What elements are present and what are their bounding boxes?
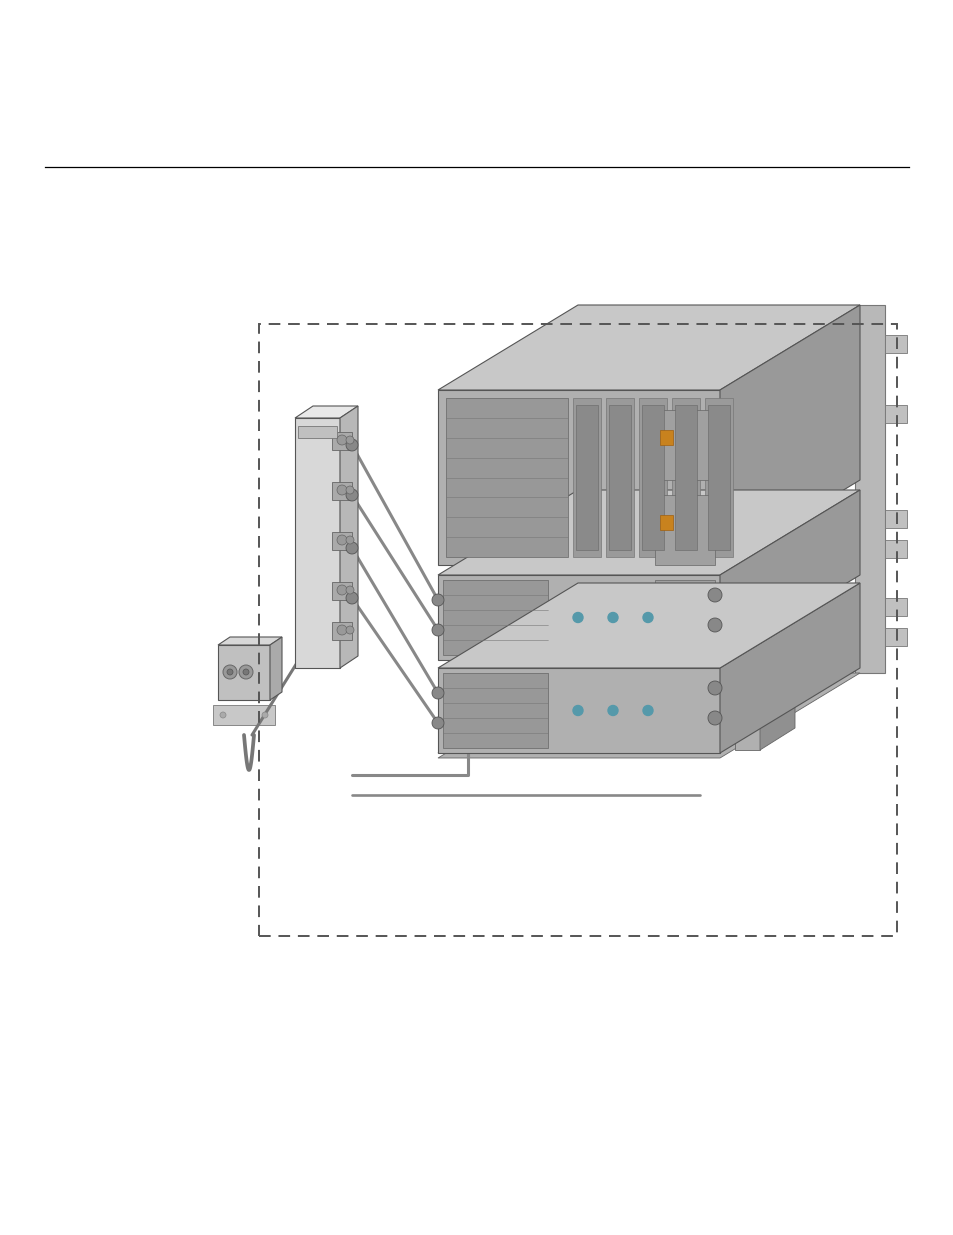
Circle shape	[607, 705, 618, 715]
Polygon shape	[884, 405, 906, 424]
Polygon shape	[720, 305, 859, 564]
Polygon shape	[446, 398, 567, 557]
Polygon shape	[734, 564, 760, 750]
Polygon shape	[884, 335, 906, 353]
Polygon shape	[760, 543, 794, 750]
Polygon shape	[605, 398, 634, 557]
Polygon shape	[332, 582, 352, 600]
Polygon shape	[576, 405, 598, 550]
Polygon shape	[332, 622, 352, 640]
Circle shape	[707, 711, 721, 725]
Polygon shape	[437, 673, 859, 758]
Polygon shape	[720, 490, 859, 659]
Circle shape	[346, 489, 357, 501]
Circle shape	[573, 705, 582, 715]
Polygon shape	[442, 580, 547, 655]
Circle shape	[346, 585, 354, 594]
Circle shape	[262, 713, 268, 718]
Circle shape	[346, 438, 357, 451]
Circle shape	[336, 535, 347, 545]
Circle shape	[346, 436, 354, 445]
Circle shape	[432, 624, 443, 636]
Polygon shape	[437, 576, 720, 659]
Polygon shape	[332, 482, 352, 500]
Circle shape	[432, 687, 443, 699]
Polygon shape	[297, 426, 336, 438]
Polygon shape	[213, 705, 274, 725]
Polygon shape	[294, 406, 357, 417]
Circle shape	[243, 669, 249, 676]
Circle shape	[346, 592, 357, 604]
Circle shape	[336, 585, 347, 595]
Polygon shape	[218, 645, 270, 700]
Polygon shape	[655, 618, 714, 648]
Polygon shape	[707, 405, 729, 550]
Polygon shape	[437, 305, 859, 390]
Polygon shape	[608, 405, 630, 550]
Circle shape	[336, 435, 347, 445]
Polygon shape	[655, 410, 714, 480]
Polygon shape	[704, 398, 732, 557]
Circle shape	[227, 669, 233, 676]
Polygon shape	[884, 540, 906, 558]
Circle shape	[346, 487, 354, 494]
Circle shape	[432, 718, 443, 729]
Polygon shape	[655, 580, 714, 610]
Polygon shape	[437, 583, 859, 668]
Polygon shape	[332, 532, 352, 550]
Circle shape	[336, 625, 347, 635]
Circle shape	[239, 664, 253, 679]
Polygon shape	[720, 583, 859, 753]
Polygon shape	[332, 432, 352, 450]
Circle shape	[336, 485, 347, 495]
Polygon shape	[639, 398, 666, 557]
Polygon shape	[641, 405, 663, 550]
Polygon shape	[339, 406, 357, 668]
Polygon shape	[442, 673, 547, 748]
Bar	[259, 324, 896, 936]
Circle shape	[607, 613, 618, 622]
Polygon shape	[659, 430, 672, 445]
Polygon shape	[884, 510, 906, 529]
Polygon shape	[675, 405, 697, 550]
Circle shape	[432, 594, 443, 606]
Polygon shape	[655, 495, 714, 564]
Polygon shape	[437, 668, 859, 753]
Circle shape	[642, 613, 652, 622]
Circle shape	[707, 618, 721, 632]
Polygon shape	[270, 637, 282, 700]
Circle shape	[346, 536, 354, 543]
Circle shape	[220, 713, 226, 718]
Polygon shape	[671, 398, 700, 557]
Polygon shape	[854, 305, 884, 673]
Polygon shape	[294, 417, 339, 668]
Polygon shape	[573, 398, 600, 557]
Circle shape	[346, 542, 357, 555]
Polygon shape	[884, 629, 906, 646]
Polygon shape	[659, 515, 672, 530]
Polygon shape	[218, 637, 282, 645]
Circle shape	[223, 664, 236, 679]
Polygon shape	[437, 668, 720, 753]
Polygon shape	[884, 598, 906, 616]
Circle shape	[346, 626, 354, 634]
Circle shape	[707, 588, 721, 601]
Circle shape	[707, 680, 721, 695]
Circle shape	[642, 705, 652, 715]
Polygon shape	[437, 490, 859, 576]
Circle shape	[573, 613, 582, 622]
Polygon shape	[437, 390, 720, 564]
